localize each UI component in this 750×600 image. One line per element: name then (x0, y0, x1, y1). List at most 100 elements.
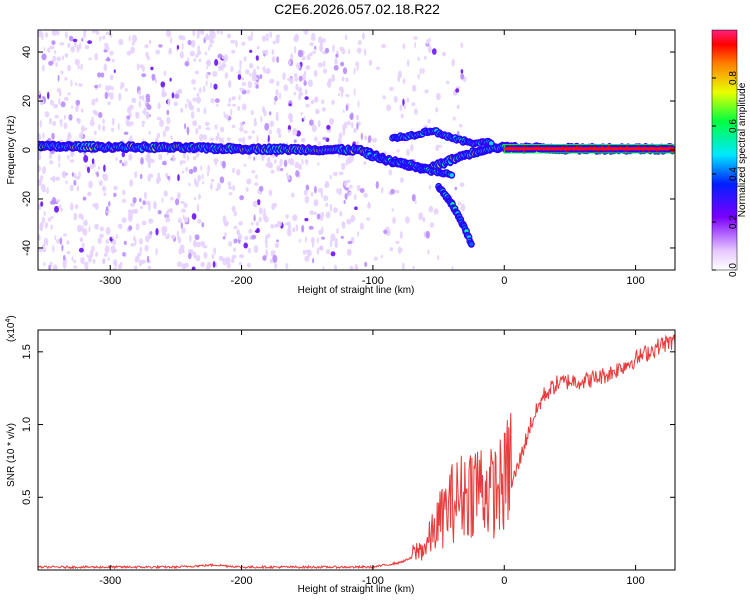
speckle-cell (93, 130, 97, 136)
speckle-cell (99, 226, 104, 232)
speckle-cell (309, 210, 315, 216)
speckle-cell (231, 96, 235, 101)
speckle-cell (289, 158, 295, 166)
speckle-cell (228, 97, 232, 103)
speckle-cell (188, 182, 191, 187)
speckle-cell (58, 90, 62, 97)
speckle-cell (47, 91, 50, 100)
speckle-cell (253, 120, 257, 127)
speckle-cell (207, 164, 211, 173)
speckle-cell (323, 68, 327, 74)
speckle-cell (271, 203, 276, 211)
speckle-cell (345, 104, 348, 111)
speckle-cell (324, 47, 330, 54)
speckle-cell (338, 132, 343, 140)
speckle-cell (138, 95, 144, 100)
speckle-cell (131, 97, 137, 104)
speckle-cell (136, 254, 140, 262)
speckle-cell (166, 30, 172, 38)
speckle-cell (77, 64, 80, 70)
speckle-cell (64, 53, 69, 58)
speckle-cell (301, 224, 305, 233)
speckle-cell (400, 113, 404, 119)
speckle-cell (235, 40, 238, 48)
speckle-cell (241, 81, 246, 86)
speckle-cell (230, 108, 233, 117)
speckle-cell (356, 114, 359, 121)
speckle-cell (96, 171, 99, 178)
speckle-cell (38, 165, 42, 172)
speckle-cell (294, 161, 300, 169)
speckle-cell (216, 103, 219, 107)
speckle-cell (325, 249, 331, 255)
speckle-cell (400, 177, 404, 184)
speckle-cell (180, 222, 183, 229)
speckle-cell (54, 50, 57, 55)
speckle-cell (266, 36, 269, 42)
speckle-cell (139, 64, 144, 69)
speckle-cell (58, 162, 61, 168)
speckle-cell (76, 185, 80, 192)
speckle-cell (153, 201, 157, 210)
speckle-cell (396, 149, 400, 153)
speckle-cell (392, 216, 397, 224)
speckle-cell (256, 66, 260, 70)
speckle-cell (238, 94, 241, 101)
speckle-cell (63, 233, 67, 237)
speckle-cell (268, 111, 272, 116)
speckle-cell (125, 118, 130, 127)
speckle-cell (319, 216, 324, 221)
speckle-cell (427, 45, 432, 54)
speckle-cell (201, 222, 205, 228)
speckle-cell (419, 67, 422, 75)
x-tick-label: 100 (626, 575, 644, 587)
speckle-cell (58, 97, 61, 105)
speckle-cell (345, 94, 350, 98)
speckle-cell (181, 160, 186, 164)
speckle-cell (285, 263, 289, 269)
speckle-cell (52, 244, 55, 253)
speckle-cell (272, 254, 278, 263)
speckle-cell (191, 266, 196, 270)
speckle-cell (187, 39, 192, 46)
speckle-cell (68, 114, 73, 121)
speckle-cell (184, 60, 190, 67)
speckle-cell (301, 56, 306, 61)
speckle-cell (223, 220, 229, 227)
speckle-cell (260, 115, 263, 123)
speckle-cell (356, 122, 359, 130)
speckle-cell (197, 219, 202, 224)
speckle-cell (240, 77, 245, 81)
snr-frame (37, 329, 676, 571)
speckle-cell (425, 230, 430, 239)
speckle-cell (103, 63, 108, 72)
speckle-cell (341, 76, 345, 82)
speckle-cell (112, 267, 117, 270)
speckle-cell (353, 128, 357, 133)
speckle-cell (285, 221, 290, 226)
speckle-cell (411, 84, 417, 92)
colorbar-tick-label: 0.6 (728, 119, 739, 133)
speckle-cell (259, 74, 263, 80)
speckle-cell (126, 50, 132, 56)
speckle-cell (115, 157, 118, 161)
speckle-cell (373, 256, 378, 261)
speckle-cell (329, 239, 333, 248)
speckle-cell (185, 103, 188, 109)
speckle-cell (53, 103, 59, 109)
speckle-cell (161, 232, 167, 236)
speckle-cell (398, 246, 402, 255)
speckle-cell (102, 118, 105, 125)
speckle-cell (190, 40, 196, 48)
speckle-cell (357, 100, 360, 108)
speckle-cell (455, 88, 460, 93)
speckle-cell (213, 83, 218, 90)
speckle-cell (65, 180, 68, 184)
speckle-cell (156, 177, 160, 184)
speckle-cell (179, 51, 184, 59)
speckle-cell (89, 119, 95, 127)
speckle-cell (264, 122, 270, 131)
speckle-cell (451, 265, 454, 270)
speckle-cell (314, 185, 317, 194)
